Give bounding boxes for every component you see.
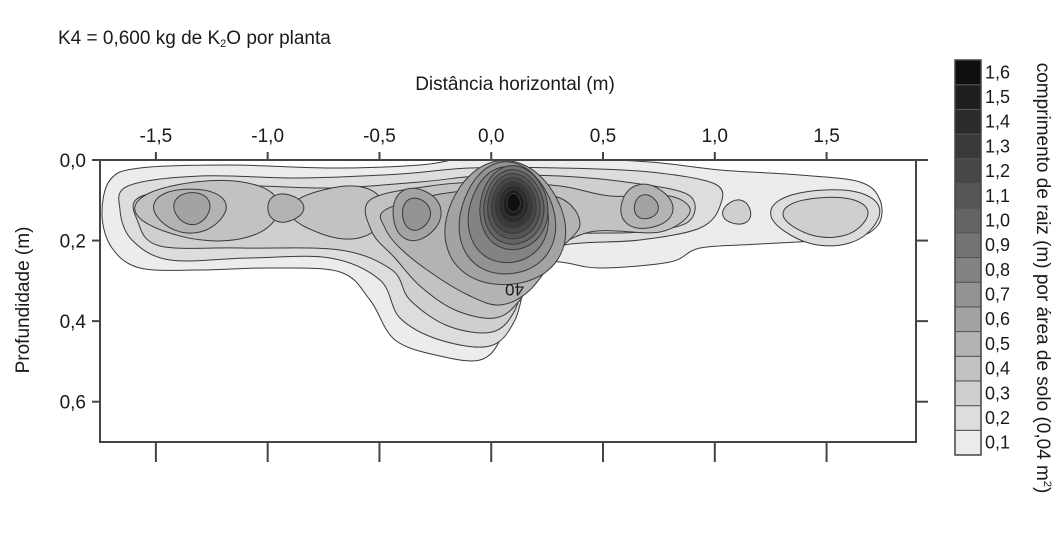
colorbar-swatch xyxy=(954,355,982,382)
chart-title: K4 = 0,600 kg de K2O por planta xyxy=(58,28,331,50)
colorbar-tick-label: 1,3 xyxy=(985,136,1010,156)
contour-band-right-core xyxy=(782,196,869,238)
x-tick-label: -1,5 xyxy=(140,126,173,147)
colorbar-tick-label: 0,1 xyxy=(985,433,1010,453)
colorbar-swatch xyxy=(954,108,982,135)
colorbar-swatch xyxy=(954,306,982,333)
colorbar-tick-label: 1,2 xyxy=(985,161,1010,181)
colorbar-tick-label: 0,4 xyxy=(985,359,1010,379)
colorbar-swatch xyxy=(954,182,982,209)
colorbar-swatch xyxy=(954,232,982,258)
x-tick-label: 1,0 xyxy=(702,126,728,147)
colorbar-tick-label: 1,4 xyxy=(985,112,1010,132)
x-tick-label: 0,0 xyxy=(478,126,504,147)
colorbar-tick-label: 0,5 xyxy=(985,334,1010,354)
colorbar-tick-label: 0,3 xyxy=(985,383,1010,403)
y-tick-label: 0,6 xyxy=(60,393,86,414)
colorbar-tick-label: 0,7 xyxy=(985,285,1010,305)
colorbar-swatch xyxy=(954,281,982,308)
y-tick-label: 0,2 xyxy=(60,232,86,253)
colorbar-tick-label: 1,1 xyxy=(985,186,1010,206)
contour-band-0-7-midleft xyxy=(401,197,432,231)
colorbar-swatch xyxy=(954,207,982,234)
contour-band-0-5-midleft xyxy=(267,193,305,223)
x-axis-label: Distância horizontal (m) xyxy=(415,74,615,95)
colorbar-swatch xyxy=(954,331,982,357)
x-tick-label: -0,5 xyxy=(363,126,396,147)
colorbar-tick-label: 0,2 xyxy=(985,408,1010,428)
contour-band-right-small xyxy=(722,199,752,225)
colorbar-swatch xyxy=(954,380,982,407)
colorbar-swatch xyxy=(954,84,982,110)
colorbar-swatch xyxy=(954,429,982,456)
colorbar-swatch xyxy=(954,405,982,431)
contour-band-1-6 xyxy=(506,192,521,213)
contour-label: 40 xyxy=(505,280,524,299)
x-tick-label: 0,5 xyxy=(590,126,616,147)
contour-band-0-6-right xyxy=(633,194,659,220)
y-tick-label: 0,4 xyxy=(60,312,87,333)
colorbar-swatch xyxy=(954,59,982,86)
contour-band-0-6-left xyxy=(173,192,211,226)
colorbar-swatch xyxy=(954,257,982,283)
colorbar-tick-label: 1,0 xyxy=(985,210,1010,230)
x-tick-label: 1,5 xyxy=(813,126,839,147)
plot-frame xyxy=(99,159,917,443)
colorbar-tick-label: 1,5 xyxy=(985,87,1010,107)
colorbar-swatch xyxy=(954,133,982,160)
colorbar-tick-label: 1,6 xyxy=(985,62,1010,82)
colorbar-frame xyxy=(954,59,982,456)
colorbar-tick-label: 0,8 xyxy=(985,260,1010,280)
colorbar-swatch xyxy=(954,158,982,184)
colorbar-tick-label: 0,9 xyxy=(985,235,1010,255)
colorbar-tick-label: 0,6 xyxy=(985,309,1010,329)
x-tick-label: -1,0 xyxy=(251,126,284,147)
y-tick-label: 0,0 xyxy=(60,151,86,172)
